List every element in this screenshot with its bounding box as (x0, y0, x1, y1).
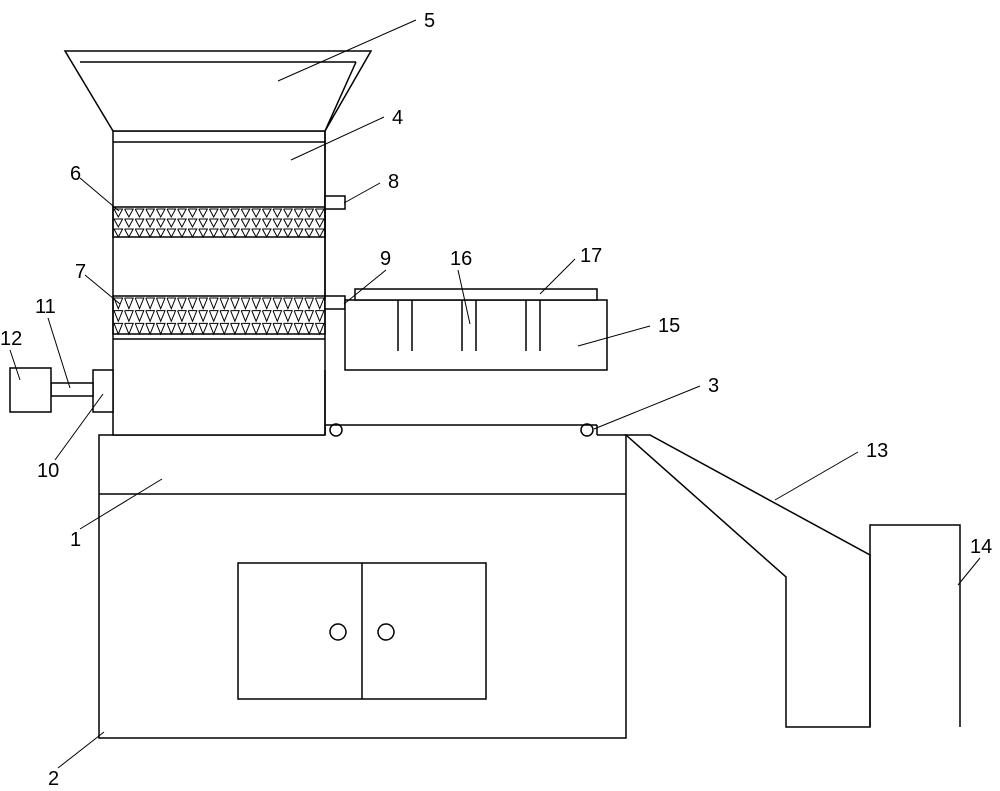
callout-label-3: 3 (708, 375, 719, 397)
callout-label-13: 13 (866, 440, 888, 462)
side-unit-top (355, 289, 597, 300)
callout-label-5: 5 (424, 10, 435, 32)
leader-L8 (344, 183, 380, 203)
leader-L3 (594, 386, 700, 429)
callout-label-14: 14 (970, 536, 992, 558)
callout-label-17: 17 (580, 245, 602, 267)
callout-label-9: 9 (380, 248, 391, 270)
callout-label-8: 8 (388, 171, 399, 193)
callout-label-7: 7 (75, 261, 86, 283)
leader-L13 (775, 452, 858, 500)
callout-label-6: 6 (70, 163, 81, 185)
nub-8 (325, 196, 345, 209)
tower (113, 131, 325, 435)
motor-flange (93, 370, 113, 412)
chute (626, 435, 870, 727)
leader-L10 (55, 394, 103, 460)
motor-shaft (51, 383, 93, 396)
leader-L14 (958, 558, 980, 585)
motor-block (10, 368, 51, 412)
callout-label-4: 4 (392, 107, 403, 129)
callout-label-11: 11 (35, 296, 56, 318)
callout-label-1: 1 (70, 529, 81, 551)
callout-label-15: 15 (658, 315, 680, 337)
leader-L2 (58, 732, 104, 768)
diagram-canvas: 1234567891011121314151617 (0, 0, 1000, 791)
callout-label-16: 16 (450, 248, 472, 270)
nub-9 (325, 296, 345, 309)
callout-label-2: 2 (48, 768, 59, 790)
callout-label-12: 12 (0, 328, 22, 350)
hopper (65, 51, 371, 131)
callout-label-10: 10 (37, 460, 59, 482)
bin (870, 525, 960, 727)
